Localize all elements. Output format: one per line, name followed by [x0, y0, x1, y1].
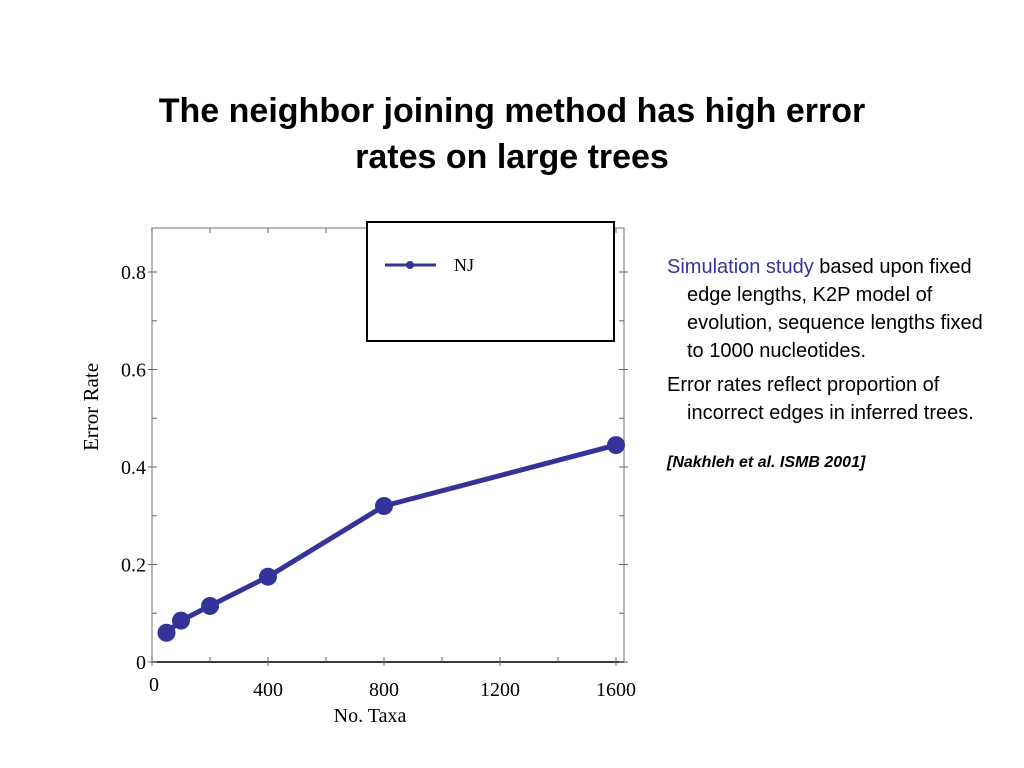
- slide-title-line-1: The neighbor joining method has high err…: [158, 92, 866, 130]
- error-rate-description: Error rates reflect proportion of incorr…: [667, 374, 974, 424]
- citation: [Nakhleh et al. ISMB 2001]: [667, 454, 866, 471]
- data-point: [172, 611, 190, 630]
- y-tick-label: 0.6: [121, 360, 146, 382]
- chart-series: [157, 436, 625, 642]
- data-point: [259, 567, 277, 586]
- legend-label: NJ: [454, 255, 474, 275]
- y-tick-label: 0: [136, 652, 146, 674]
- simulation-study-highlight: Simulation study: [667, 256, 814, 278]
- legend-marker: [406, 261, 414, 269]
- x-tick-label: 400: [253, 679, 283, 701]
- x-tick-label: 1600: [596, 679, 636, 701]
- x-axis-title: No. Taxa: [334, 705, 407, 727]
- data-point: [201, 596, 219, 615]
- data-point: [157, 623, 176, 642]
- chart-labels: 0 0.2 0.4 0.6 0.8 0 400 800 1200 1600 No. Taxa Erro…: [79, 262, 636, 727]
- simulation-description: Simulation study based upon fixed edge l…: [667, 253, 987, 365]
- y-axis-title: Error Rate: [79, 363, 103, 451]
- y-tick-label: 0.4: [121, 457, 146, 479]
- data-point: [607, 436, 625, 455]
- x-tick-label: 0: [149, 674, 159, 696]
- series-line-nj: [164, 442, 617, 635]
- x-tick-label: 800: [369, 679, 399, 701]
- y-tick-label: 0.8: [121, 262, 146, 284]
- simulation-description-text: based upon fixed edge lengths, K2P model…: [687, 256, 983, 362]
- slide-title-line-2: rates on large trees: [355, 138, 669, 176]
- data-point: [375, 497, 393, 515]
- y-tick-label: 0.2: [121, 555, 146, 577]
- side-panel: Simulation study based upon fixed edge l…: [667, 253, 987, 477]
- chart-legend: NJ: [366, 221, 615, 342]
- x-tick-label: 1200: [480, 679, 520, 701]
- slide-title: The neighbor joining method has high err…: [62, 88, 962, 180]
- legend-box: [366, 221, 615, 342]
